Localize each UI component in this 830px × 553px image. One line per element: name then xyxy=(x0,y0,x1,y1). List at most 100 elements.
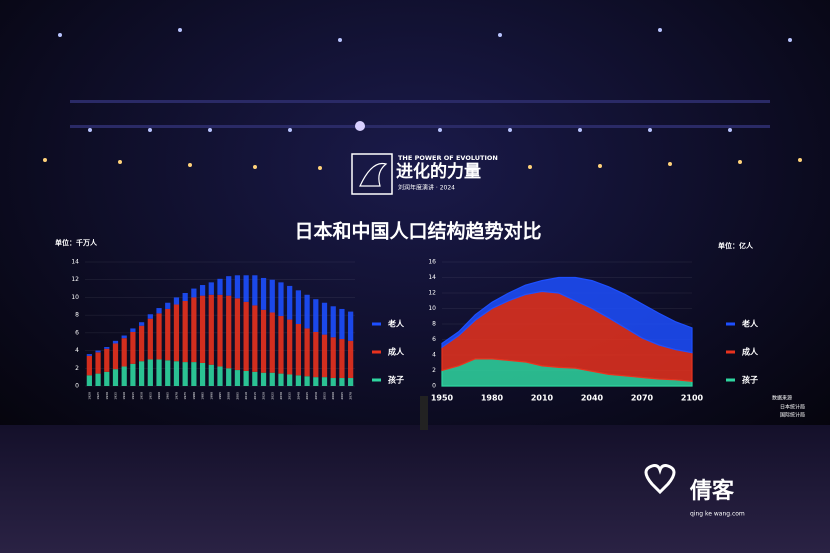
bar-segment xyxy=(252,275,258,306)
y-tick-label: 4 xyxy=(432,352,436,359)
y-tick-label: 6 xyxy=(75,329,79,336)
bar-segment xyxy=(243,301,249,371)
x-tick-label: 2070 xyxy=(631,394,654,403)
bar-segment xyxy=(313,331,319,378)
bar-segment xyxy=(339,308,345,340)
x-tick-label: 2005 xyxy=(235,392,239,400)
x-tick-label: 1990 xyxy=(209,392,213,400)
y-tick-label: 14 xyxy=(71,259,79,266)
bar-segment xyxy=(156,313,162,360)
bar-segment xyxy=(95,352,101,374)
bar-segment xyxy=(208,294,214,365)
y-tick-label: 10 xyxy=(71,294,79,301)
bar-segment xyxy=(278,373,284,386)
legend-swatch xyxy=(372,350,381,354)
bar-segment xyxy=(199,295,206,363)
y-tick-label: 6 xyxy=(432,336,436,343)
x-tick-label: 1955 xyxy=(148,392,152,400)
x-tick-label: 2030 xyxy=(279,392,283,400)
bar-segment xyxy=(260,277,267,310)
bar-segment xyxy=(112,343,119,370)
bar-segment xyxy=(260,309,267,373)
bar-segment xyxy=(304,328,310,377)
unit-label: 单位：千万人 xyxy=(55,238,98,247)
x-tick-label: 2000 xyxy=(227,392,231,400)
x-tick-label: 1935 xyxy=(113,392,117,400)
x-tick-label: 2035 xyxy=(288,392,292,400)
bar-segment xyxy=(278,282,284,317)
bar-segment xyxy=(156,359,162,386)
bar-segment xyxy=(226,276,232,296)
x-tick-label: 1925 xyxy=(96,392,100,400)
unit-label: 单位：亿人 xyxy=(718,241,754,250)
bar-segment xyxy=(217,366,223,386)
bar-segment xyxy=(112,340,119,344)
x-tick-label: 2065 xyxy=(340,392,344,400)
legend-swatch xyxy=(726,350,735,354)
y-tick-label: 2 xyxy=(432,367,436,374)
legend-swatch xyxy=(726,322,735,326)
x-tick-label: 1995 xyxy=(218,392,222,400)
bar-segment xyxy=(252,371,258,386)
bar-segment xyxy=(130,331,136,364)
x-tick-label: 2050 xyxy=(314,392,318,400)
watermark-url: qing ke wang.com xyxy=(690,511,745,518)
bar-segment xyxy=(208,364,214,386)
bar-segment xyxy=(321,334,328,378)
x-tick-label: 1970 xyxy=(174,392,178,400)
bar-segment xyxy=(348,311,354,341)
x-tick-label: 1975 xyxy=(183,392,187,400)
bar-segment xyxy=(104,347,110,349)
speaker xyxy=(420,396,428,430)
bar-segment xyxy=(252,305,258,372)
slide-title: 日本和中国人口结构趋势对比 xyxy=(294,220,541,243)
bar-segment xyxy=(304,294,310,329)
source-title: 数据来源 xyxy=(772,395,792,402)
bar-segment xyxy=(226,295,232,369)
bar-segment xyxy=(330,306,336,338)
x-tick-label: 1950 xyxy=(140,392,144,400)
bar-segment xyxy=(339,339,345,379)
logo-cn: 进化的力量 xyxy=(396,161,481,182)
bar-segment xyxy=(260,372,267,386)
bar-segment xyxy=(191,288,197,298)
x-tick-label: 2010 xyxy=(244,392,248,400)
y-tick-label: 12 xyxy=(71,276,79,283)
source: 日本统计局 xyxy=(780,404,805,411)
legend-swatch xyxy=(726,378,735,382)
y-tick-label: 0 xyxy=(432,383,436,390)
bar-segment xyxy=(304,376,310,386)
bar-segment xyxy=(243,370,249,386)
bar-segment xyxy=(130,363,136,386)
bar-segment xyxy=(199,285,206,296)
bar-segment xyxy=(173,361,180,386)
bar-segment xyxy=(104,348,110,372)
bar-segment xyxy=(95,350,101,353)
x-tick-label: 1930 xyxy=(105,392,109,400)
bar-segment xyxy=(339,378,345,386)
bar-segment xyxy=(86,375,92,386)
bar-segment xyxy=(208,282,214,295)
bar-segment xyxy=(348,340,354,379)
bar-segment xyxy=(321,302,328,335)
legend-label: 孩子 xyxy=(742,375,758,385)
bar-segment xyxy=(121,338,127,367)
legend-label: 老人 xyxy=(387,319,405,329)
audience xyxy=(0,425,830,553)
x-tick-label: 2045 xyxy=(305,392,309,400)
y-tick-label: 8 xyxy=(75,312,79,319)
legend-label: 孩子 xyxy=(388,375,404,385)
bar-segment xyxy=(217,278,223,295)
x-tick-label: 1960 xyxy=(157,392,161,400)
x-tick-label: 2070 xyxy=(349,392,353,400)
bar-segment xyxy=(234,370,241,386)
bar-segment xyxy=(269,372,275,386)
stage-lights xyxy=(43,28,802,170)
bar-segment xyxy=(313,377,319,386)
y-tick-label: 0 xyxy=(75,383,79,390)
bar-segment xyxy=(139,325,145,362)
bar-segment xyxy=(139,322,145,326)
bar-segment xyxy=(173,304,180,362)
bar-segment xyxy=(121,366,127,386)
legend-label: 成人 xyxy=(742,347,759,357)
